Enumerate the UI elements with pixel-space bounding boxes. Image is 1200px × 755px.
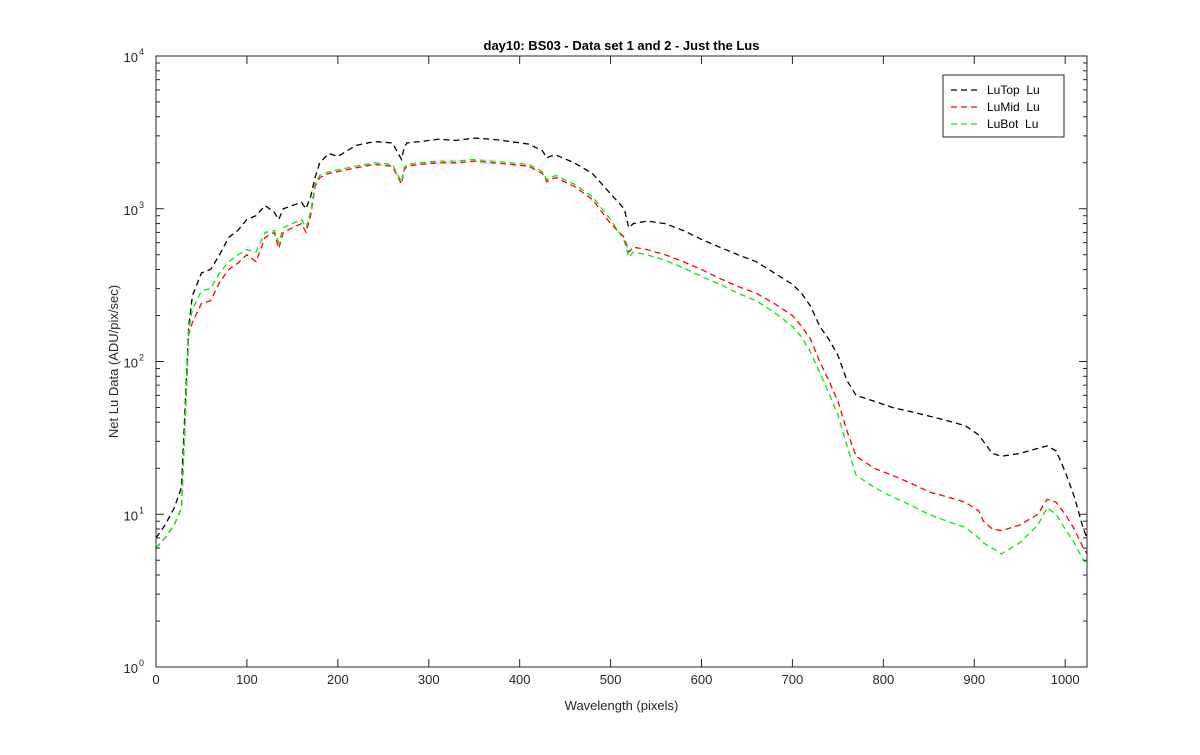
legend-label: LuMid Lu (987, 100, 1040, 114)
y-tick-exponent: 3 (139, 200, 144, 210)
legend: LuTop Lu LuMid Lu LuBot Lu (942, 74, 1065, 138)
x-tick-label: 800 (872, 672, 894, 687)
y-tick-exponent: 1 (139, 505, 144, 515)
x-tick-label: 600 (691, 672, 713, 687)
y-tick-label: 10 (124, 203, 138, 218)
y-tick-label: 10 (124, 661, 138, 676)
y-tick-label: 10 (124, 50, 138, 65)
x-tick-label: 200 (327, 672, 349, 687)
series-line-1 (155, 137, 1088, 539)
x-axis-label: Wavelength (pixels) (565, 698, 679, 713)
x-tick-label: 900 (963, 672, 985, 687)
x-tick-label: 400 (509, 672, 531, 687)
x-tick-label: 0 (152, 672, 159, 687)
y-tick-label: 10 (124, 356, 138, 371)
series-layer (155, 137, 1088, 564)
legend-label: LuBot Lu (987, 117, 1038, 131)
y-tick-exponent: 2 (139, 353, 144, 363)
y-tick-exponent: 4 (139, 47, 144, 57)
x-tick-label: 100 (236, 672, 258, 687)
series-line-2 (155, 160, 1088, 555)
y-tick-label: 10 (124, 508, 138, 523)
x-tick-label: 500 (600, 672, 622, 687)
legend-box (942, 74, 1065, 138)
chart-title: day10: BS03 - Data set 1 and 2 - Just th… (484, 38, 760, 53)
series-line-3 (155, 158, 1088, 564)
plot-area (156, 56, 1087, 667)
y-tick-exponent: 0 (139, 658, 144, 668)
plot-frame (155, 55, 1088, 668)
x-tick-label: 1000 (1051, 672, 1080, 687)
y-axis-label: Net Lu Data (ADU/pix/sec) (106, 285, 121, 438)
x-tick-label: 300 (418, 672, 440, 687)
legend-label: LuTop Lu (987, 83, 1040, 97)
x-tick-label: 700 (782, 672, 804, 687)
